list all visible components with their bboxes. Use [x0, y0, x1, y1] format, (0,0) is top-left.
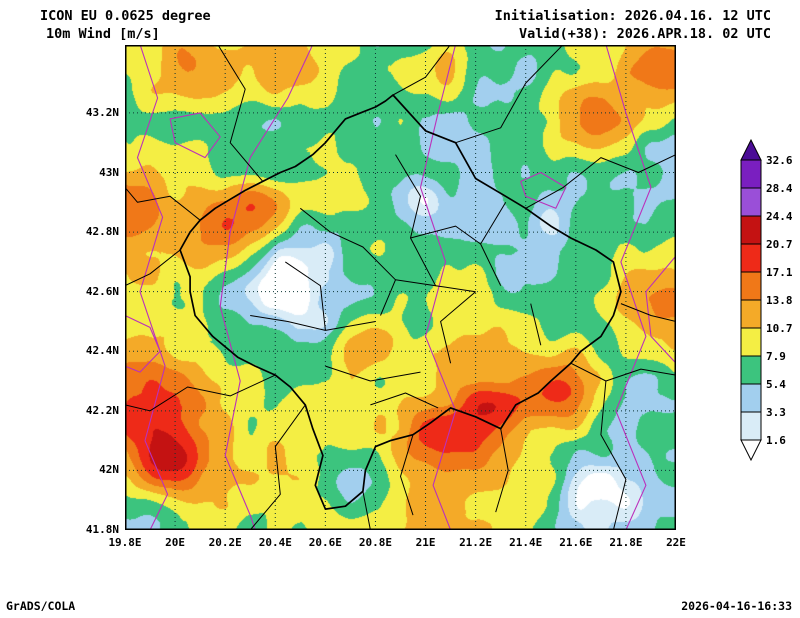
municipal-border	[410, 225, 481, 245]
colorbar-segment	[740, 383, 762, 413]
colorbar-label: 24.4	[766, 210, 793, 223]
colorbar-legend: 32.6 28.4 24.4 20.7 17.1 13.8 10.7 7.9 5.4 3.3 1.6	[740, 138, 793, 462]
colorbar-arrow-top	[740, 138, 762, 161]
lon-tick-label: 20.8E	[358, 536, 393, 549]
admin-border	[249, 404, 306, 530]
colorbar-segment	[740, 187, 762, 217]
wind-speed-field	[125, 45, 676, 530]
lon-tick-label: 20.2E	[208, 536, 242, 549]
colorbar-segment	[740, 271, 762, 301]
isoline-contour	[419, 45, 457, 530]
isoline-contour	[136, 45, 169, 530]
colorbar-segment	[740, 159, 762, 189]
colorbar-label: 20.7	[766, 238, 793, 251]
colorbar-label: 13.8	[766, 294, 793, 307]
municipal-border	[395, 154, 437, 286]
colorbar-segment	[740, 411, 762, 441]
admin-border	[570, 362, 676, 382]
admin-border	[125, 249, 181, 287]
lat-tick-label: 42N	[99, 463, 119, 477]
admin-border	[400, 434, 414, 516]
lat-tick-label: 42.4N	[85, 344, 119, 358]
colorbar-label: 28.4	[766, 182, 793, 195]
grads-credit: GrADS/COLA	[6, 599, 76, 613]
admin-border	[362, 491, 371, 530]
admin-border	[600, 380, 627, 530]
country-border	[179, 94, 622, 510]
lon-tick-label: 20.6E	[308, 536, 342, 549]
model-title: ICON EU 0.0625 degree	[40, 8, 211, 24]
admin-border	[217, 45, 264, 182]
lat-tick-label: 42.2N	[85, 403, 119, 417]
lat-tick-label: 43N	[99, 165, 119, 179]
map-overlay	[125, 45, 676, 530]
colorbar-label: 7.9	[766, 350, 786, 363]
plot-frame	[125, 45, 676, 530]
admin-border	[392, 45, 451, 96]
lon-tick-label: 20E	[165, 536, 186, 549]
lat-tick-label: 42.6N	[85, 284, 119, 298]
lon-tick-label: 20.4E	[258, 536, 292, 549]
colorbar-label: 3.3	[766, 406, 786, 419]
map-plot	[125, 45, 676, 530]
municipal-border	[440, 291, 476, 364]
isoline-contour	[169, 112, 221, 159]
isoline-contour	[520, 171, 567, 209]
colorbar-label: 17.1	[766, 266, 793, 279]
colorbar-segment	[740, 299, 762, 329]
valid-time-label: Valid(+38): 2026.APR.18. 02 UTC	[519, 26, 771, 42]
lon-tick-label: 21.6E	[559, 536, 593, 549]
lat-tick-label: 41.8N	[85, 523, 119, 536]
lon-tick-label: 21.4E	[509, 536, 543, 549]
colorbar-segment	[740, 355, 762, 385]
colorbar-segment	[740, 243, 762, 273]
lon-tick-label: 21.8E	[609, 536, 643, 549]
lon-tick-label: 21E	[415, 536, 436, 549]
colorbar-segment	[740, 215, 762, 245]
municipal-border	[480, 202, 507, 286]
municipal-border	[395, 279, 476, 293]
admin-border	[125, 374, 276, 412]
municipal-border	[530, 303, 542, 346]
colorbar-label: 1.6	[766, 434, 786, 447]
municipal-border	[299, 207, 396, 316]
colorbar-arrow-bottom	[740, 439, 762, 462]
init-time-label: Initialisation: 2026.04.16. 12 UTC	[494, 8, 771, 24]
admin-border	[125, 187, 201, 221]
isoline-contour	[125, 315, 161, 373]
colorbar-label: 5.4	[766, 378, 786, 391]
admin-border	[495, 428, 509, 513]
isoline-contour	[605, 45, 652, 530]
admin-border	[525, 154, 676, 209]
colorbar-label: 10.7	[766, 322, 793, 335]
admin-border	[620, 303, 676, 322]
admin-border	[455, 45, 564, 144]
lon-tick-label: 22E	[666, 536, 686, 549]
lon-tick-label: 19.8E	[108, 536, 142, 549]
municipal-border	[285, 261, 326, 331]
isoline-contour	[645, 255, 676, 364]
creation-timestamp: 2026-04-16-16:33	[681, 599, 792, 613]
isoline-contour	[219, 45, 314, 530]
municipal-border	[325, 365, 421, 382]
municipal-border	[370, 392, 439, 409]
colorbar-segment	[740, 327, 762, 357]
lat-tick-label: 42.8N	[85, 225, 119, 239]
colorbar-label: 32.6	[766, 154, 793, 167]
municipal-border	[250, 315, 376, 331]
lat-tick-label: 43.2N	[85, 105, 119, 119]
field-title: 10m Wind [m/s]	[46, 26, 160, 42]
lon-tick-label: 21.2E	[459, 536, 493, 549]
